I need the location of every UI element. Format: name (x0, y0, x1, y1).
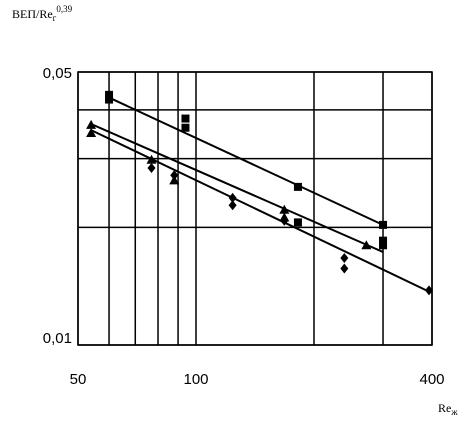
x-axis-label: Reж (438, 401, 458, 417)
y-tick-label: 0,01 (43, 330, 72, 347)
y-axis-label: ВЕП/Reг0,39 (12, 4, 73, 23)
point (293, 182, 302, 191)
point (105, 95, 114, 104)
point (181, 114, 190, 123)
y-label-sup: 0,39 (56, 4, 72, 14)
point (147, 162, 156, 173)
x-tick-label: 400 (419, 371, 444, 388)
point (170, 170, 179, 181)
point (340, 253, 349, 264)
x-tick-label: 50 (70, 371, 87, 388)
point (146, 154, 157, 164)
point (424, 285, 433, 296)
x-label-main: Re (438, 401, 451, 415)
trend-line (90, 123, 384, 253)
plot-frame (77, 71, 433, 346)
point (228, 200, 237, 211)
y-tick-label: 0,05 (43, 65, 72, 82)
y-label-main: ВЕП/Re (12, 7, 53, 21)
point (279, 204, 290, 214)
y-label-sub: г (53, 13, 57, 23)
point (361, 240, 372, 250)
x-label-sub: ж (450, 407, 458, 417)
point (379, 220, 388, 229)
point (86, 127, 97, 137)
point (228, 192, 237, 203)
point (340, 263, 349, 274)
point (379, 236, 388, 245)
trend-line (108, 96, 384, 226)
trend-line (90, 129, 430, 293)
x-tick-label: 100 (183, 371, 208, 388)
point (86, 119, 97, 129)
point (293, 218, 302, 227)
point (280, 215, 289, 226)
point (181, 123, 190, 132)
